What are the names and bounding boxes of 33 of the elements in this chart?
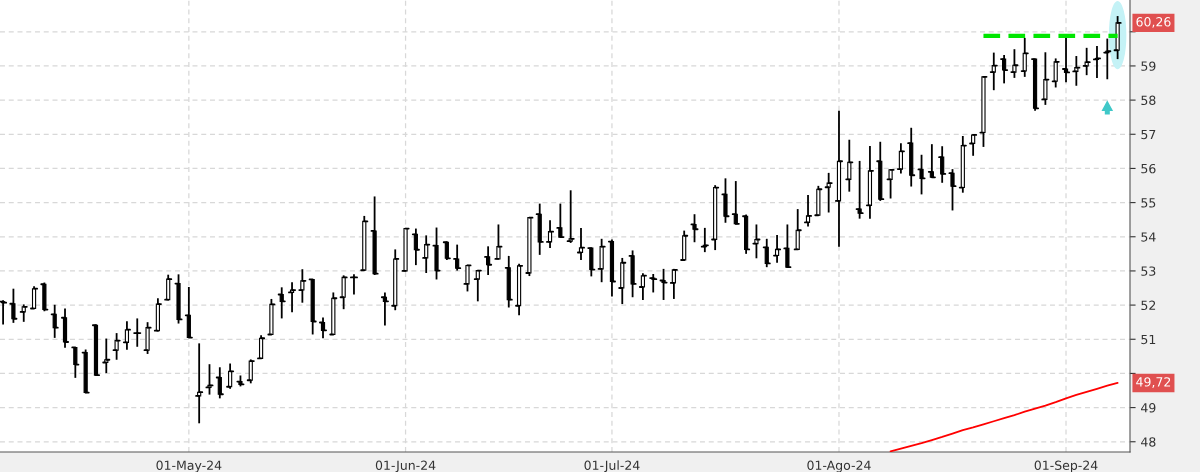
candlestick (847, 138, 852, 193)
candlestick (496, 223, 501, 260)
x-tick-label: 01-Jul-24 (584, 460, 640, 472)
y-tick-label: 58 (1141, 95, 1156, 106)
y-tick-label: 57 (1141, 129, 1156, 140)
candlestick (1012, 48, 1017, 79)
candlestick (888, 168, 893, 200)
y-tick-label: 59 (1141, 61, 1156, 71)
candlestick (300, 268, 305, 304)
y-tick-label: 51 (1141, 334, 1156, 345)
x-tick-label: 01-Sep-24 (1034, 460, 1098, 472)
candlestick (114, 332, 119, 361)
candlestick (723, 177, 728, 224)
candlestick (599, 237, 604, 284)
x-tick-label: 01-May-24 (156, 460, 222, 472)
candlestick (145, 321, 150, 355)
candlestick (785, 223, 790, 269)
x-tick-label: 01-Ago-24 (807, 460, 871, 472)
y-tick-label: 48 (1141, 437, 1156, 447)
y-tick-label: 52 (1141, 300, 1156, 311)
y-tick-label: 49 (1141, 403, 1156, 413)
y-tick-label: 56 (1141, 163, 1156, 174)
candlestick (950, 168, 955, 212)
line-series (889, 382, 1119, 452)
y-tick-label: 54 (1141, 232, 1156, 242)
x-tick-label: 01-Jun-24 (375, 460, 436, 472)
candlestick (558, 202, 563, 239)
annotation: 49,72 (1136, 377, 1171, 388)
y-tick-label: 53 (1141, 266, 1156, 276)
candlestick (52, 303, 57, 339)
y-tick-label: 55 (1141, 198, 1156, 208)
annotation: 60,26 (1136, 17, 1171, 28)
candlestick (11, 287, 16, 324)
